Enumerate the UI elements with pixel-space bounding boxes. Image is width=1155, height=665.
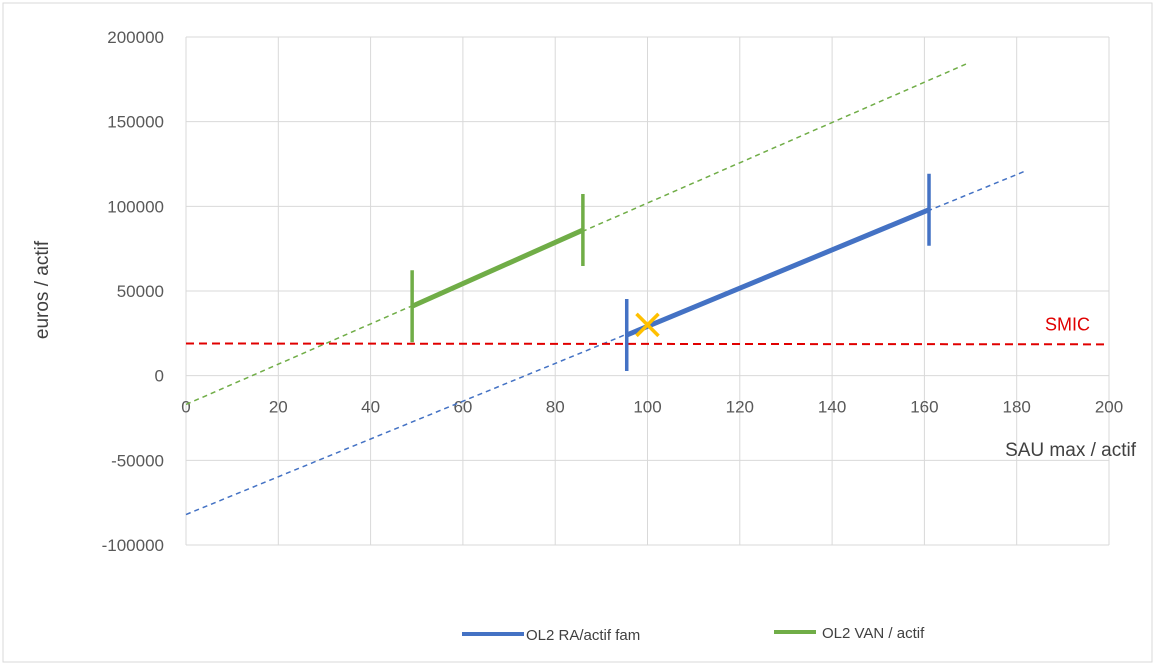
legend-label-van: OL2 VAN / actif [822,625,925,642]
y-tick-label-0: 200000 [107,28,164,47]
series-segment-1 [411,227,584,309]
legend: OL2 RA/actif fam OL2 VAN / actif [462,625,925,644]
x-tick-label-8: 160 [910,398,938,417]
x-tick-label-2: 40 [361,398,380,417]
x-axis-label: SAU max / actif [1005,440,1137,461]
y-axis-label: euros / actif [32,240,53,339]
y-tick-label-3: 50000 [117,282,164,301]
x-tick-label-10: 200 [1095,398,1123,417]
series-segments [410,173,931,372]
y-tick-labels: 200000 150000 100000 50000 0 -50000 -100000 [102,28,164,555]
y-tick-label-2: 100000 [107,197,164,216]
legend-label-ra: OL2 RA/actif fam [526,627,640,644]
y-tick-label-6: -100000 [102,536,164,555]
x-tick-label-5: 100 [633,398,661,417]
x-tick-label-7: 140 [818,398,846,417]
x-tick-label-1: 20 [269,398,288,417]
x-tick-label-0: 0 [181,398,190,417]
series-segment-0 [625,207,930,338]
x-tick-label-3: 60 [453,398,472,417]
smic-label: SMIC [1045,314,1090,334]
x-tick-label-4: 80 [546,398,565,417]
smic-line [185,342,1110,346]
point-marker-stroke-b [635,312,660,338]
x-tick-label-9: 180 [1003,398,1031,417]
y-tick-label-5: -50000 [111,451,164,470]
y-tick-label-1: 150000 [107,113,164,132]
point-marker [635,312,660,338]
grid [185,36,1110,546]
y-tick-label-4: 0 [155,367,164,386]
reference-line-group: SMIC [185,314,1110,346]
x-tick-label-6: 120 [726,398,754,417]
x-tick-labels: 0 20 40 60 80 100 120 140 160 180 200 [181,398,1123,417]
point-markers [635,312,660,338]
